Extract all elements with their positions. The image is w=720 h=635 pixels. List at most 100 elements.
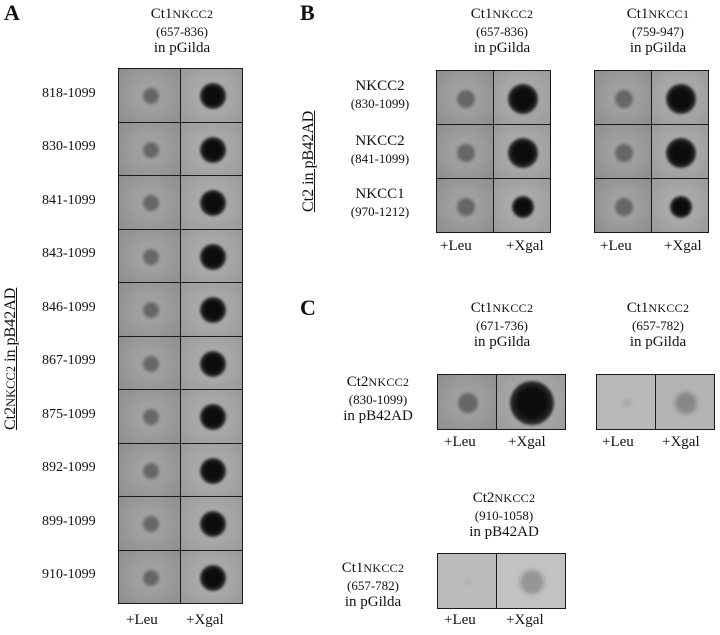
xgal-spot-a-8 [180, 442, 243, 497]
bait-prefix: Ct1 [626, 300, 649, 316]
panel-c-col-xgal-3: +Xgal [506, 612, 544, 628]
leu-spot-c-1 [437, 374, 497, 430]
panel-letter-a: A [4, 0, 20, 25]
bait-vector: in pGilda [473, 334, 531, 350]
yeast-colony [615, 143, 633, 162]
xgal-spot-a-1 [180, 68, 243, 123]
panel-a-row-label: 843-1099 [42, 246, 96, 262]
yeast-colony [142, 195, 159, 212]
xgal-spot-a-6 [180, 335, 243, 390]
xgal-spot-a-3 [180, 175, 243, 230]
yeast-colony [615, 197, 633, 216]
yeast-colony [666, 137, 696, 168]
panel-c-col-leu-1: +Leu [444, 434, 476, 450]
panel-a-bait-label: Ct1NKCC2 (657-836) in pGilda [112, 6, 252, 57]
panel-a-row-label: 841-1099 [42, 192, 96, 208]
prey-prefix: Ct2 [346, 374, 369, 390]
panel-c-col-xgal-1: +Xgal [508, 434, 546, 450]
panel-b-bait-label-1: Ct1NKCC2 (657-836) in pGilda [432, 6, 572, 57]
bait-gene: NKCC1 [648, 7, 690, 21]
yeast-colony [199, 297, 226, 324]
prey-vector: in pGilda [344, 594, 402, 610]
yeast-colony [199, 511, 226, 538]
prey-vector: in pB42AD [343, 408, 413, 424]
xgal-spot-b-2-3 [651, 178, 709, 233]
yeast-colony [199, 136, 226, 163]
panel-letter-b: B [300, 0, 315, 25]
leu-spot-a-4 [118, 228, 181, 283]
xgal-spot-c-1 [496, 374, 566, 430]
row-range: (970-1212) [350, 204, 410, 219]
prey-gene: NKCC2 [363, 561, 405, 575]
panel-a-row-label: 910-1099 [42, 567, 96, 583]
xgal-spot-c-2 [655, 374, 715, 430]
leu-spot-b-1-2 [436, 124, 494, 179]
yeast-colony [142, 462, 159, 479]
yeast-colony [142, 569, 159, 586]
yeast-colony [142, 302, 159, 319]
leu-spot-a-6 [118, 335, 181, 390]
leu-spot-c-2 [596, 374, 656, 430]
yeast-colony [458, 393, 478, 413]
yeast-colony [199, 457, 226, 484]
yeast-colony [623, 399, 631, 407]
panel-c-prey-label-top: Ct2NKCC2 (830-1099) in pB42AD [328, 374, 428, 425]
panel-a-row-label: 875-1099 [42, 406, 96, 422]
bait-vector: in pGilda [629, 40, 687, 56]
leu-spot-a-3 [118, 175, 181, 230]
bait-prefix: Ct1 [470, 300, 493, 316]
leu-spot-a-10 [118, 549, 181, 604]
panel-a-row-label: 867-1099 [42, 353, 96, 369]
yeast-colony [142, 248, 159, 265]
panel-a-row-label: 899-1099 [42, 513, 96, 529]
panel-b-side-label: Ct2 in pB42AD [300, 110, 317, 212]
bait-gene: NKCC2 [492, 301, 534, 315]
panel-a-col-leu: +Leu [126, 612, 158, 628]
panel-b-row-label-1: NKCC2 (830-1099) [336, 78, 424, 112]
panel-c-bait-label-2: Ct1NKCC2 (657-782) in pGilda [598, 300, 718, 351]
panel-c-bait-label-1: Ct1NKCC2 (671-736) in pGilda [432, 300, 572, 351]
side-label-prefix: Ct2 [2, 406, 19, 430]
xgal-spot-b-2-2 [651, 124, 709, 179]
yeast-colony [670, 195, 692, 218]
yeast-colony [675, 392, 697, 414]
yeast-colony [199, 83, 226, 110]
bait-gene: NKCC2 [648, 301, 690, 315]
panel-b-row-label-3: NKCC1 (970-1212) [336, 186, 424, 220]
bait-gene: NKCC2 [494, 491, 536, 505]
leu-spot-a-2 [118, 121, 181, 176]
panel-b-col-xgal-2: +Xgal [664, 238, 702, 254]
bait-range: (759-947) [632, 24, 684, 39]
panel-a-side-label: Ct2NKCC2 in pB42AD [2, 288, 20, 430]
bait-range: (657-836) [476, 24, 528, 39]
xgal-spot-c-3 [496, 553, 566, 609]
yeast-colony [465, 579, 471, 585]
side-label-suffix: in pB42AD [2, 287, 19, 366]
leu-spot-b-1-1 [436, 70, 494, 125]
leu-spot-a-1 [118, 68, 181, 123]
yeast-colony [142, 141, 159, 158]
panel-a-row-label: 830-1099 [42, 139, 96, 155]
row-name: NKCC1 [355, 186, 405, 202]
yeast-colony [199, 564, 226, 591]
leu-spot-b-2-3 [594, 178, 652, 233]
xgal-spot-b-2-1 [651, 70, 709, 125]
bait-vector: in pGilda [629, 334, 687, 350]
xgal-spot-a-7 [180, 389, 243, 444]
panel-c-bait-label-bottom: Ct2NKCC2 (910-1058) in pB42AD [444, 490, 564, 541]
leu-spot-a-7 [118, 389, 181, 444]
yeast-colony [512, 195, 534, 218]
xgal-spot-a-4 [180, 228, 243, 283]
prey-prefix: Ct1 [341, 560, 364, 576]
bait-vector: in pB42AD [469, 524, 539, 540]
row-range: (830-1099) [350, 96, 410, 111]
yeast-colony [508, 137, 538, 168]
panel-b-col-leu-2: +Leu [600, 238, 632, 254]
bait-range: (910-1058) [474, 508, 534, 523]
yeast-colony [457, 197, 475, 216]
yeast-colony [142, 409, 159, 426]
bait-vector: in pGilda [153, 40, 211, 56]
bait-vector: in pGilda [473, 40, 531, 56]
yeast-colony [510, 381, 554, 425]
bait-prefix: Ct1 [150, 6, 173, 22]
